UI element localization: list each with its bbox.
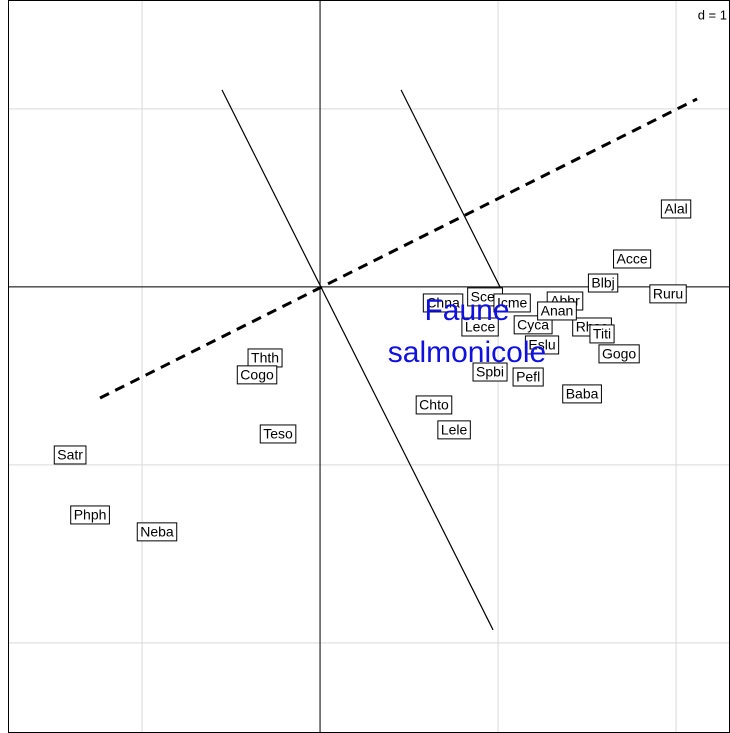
label-text: Satr (57, 447, 83, 463)
segment-line (221, 89, 494, 631)
point-label: Phph (70, 505, 110, 525)
point-label: Spbi (472, 362, 508, 382)
label-box (472, 362, 508, 382)
label-text: Lece (465, 319, 496, 335)
label-box (589, 324, 615, 344)
label-text: Pefl (516, 369, 540, 385)
label-text: Phph (74, 507, 107, 523)
point-label: Blbj (587, 273, 619, 293)
label-box (613, 249, 652, 269)
segment-line (400, 89, 501, 288)
label-box (587, 273, 619, 293)
point-label: Titi (589, 324, 615, 344)
point-label: Pefl (512, 367, 544, 387)
point-label: Chna (422, 293, 464, 313)
label-box (524, 335, 560, 355)
label-text: Acce (617, 251, 648, 267)
label-text: Chto (419, 397, 449, 413)
label-text: Scer (471, 289, 500, 305)
point-label: Lece (461, 317, 499, 337)
label-box (415, 395, 453, 415)
label-box (422, 293, 464, 313)
point-label: Acce (613, 249, 652, 269)
point-label: Lele (437, 420, 471, 440)
point-label: Baba (562, 384, 602, 404)
label-box (493, 293, 531, 313)
point-label: Gogo (598, 344, 640, 364)
label-text: Ruru (653, 286, 683, 302)
label-text: Teso (263, 426, 293, 442)
label-text: Alal (664, 201, 687, 217)
label-box (461, 317, 499, 337)
point-label: Cogo (236, 365, 278, 385)
label-text: Gogo (602, 346, 636, 362)
point-label: Anan (537, 301, 577, 321)
label-text: Thth (251, 350, 279, 366)
label-text: Titi (593, 326, 611, 342)
label-text: Anan (541, 303, 574, 319)
point-label: Alal (660, 199, 692, 219)
label-box (136, 522, 178, 542)
label-box (598, 344, 640, 364)
point-label: Eslu (524, 335, 560, 355)
label-box (537, 301, 577, 321)
label-text: Baba (566, 386, 599, 402)
label-text: Eslu (528, 337, 555, 353)
label-text: Lele (441, 422, 468, 438)
label-box (562, 384, 602, 404)
label-box (259, 424, 297, 444)
annotation: Faune (424, 294, 509, 327)
label-box (649, 284, 687, 304)
segment-line (99, 97, 698, 400)
point-label: Thth (247, 348, 283, 368)
point-label: Satr (53, 445, 87, 465)
label-box (53, 445, 87, 465)
point-label: Icme (493, 293, 531, 313)
label-text: Icme (497, 295, 528, 311)
label-text: Blbj (591, 275, 614, 291)
point-label: Neba (136, 522, 178, 542)
grid-scale-label: d = 1 (698, 7, 727, 22)
label-box (512, 367, 544, 387)
label-box (70, 505, 110, 525)
point-label: Chto (415, 395, 453, 415)
plot-frame (8, 0, 730, 733)
label-text: Cyca (517, 317, 549, 333)
label-text: Neba (140, 524, 174, 540)
label-text: Cogo (240, 367, 274, 383)
label-text: Chna (426, 295, 460, 311)
label-text: Spbi (476, 364, 504, 380)
point-label: Ruru (649, 284, 687, 304)
point-label: Teso (259, 424, 297, 444)
label-box (660, 199, 692, 219)
annotation: salmonicole (388, 336, 546, 369)
label-box (236, 365, 278, 385)
grid (8, 0, 730, 733)
label-box (437, 420, 471, 440)
